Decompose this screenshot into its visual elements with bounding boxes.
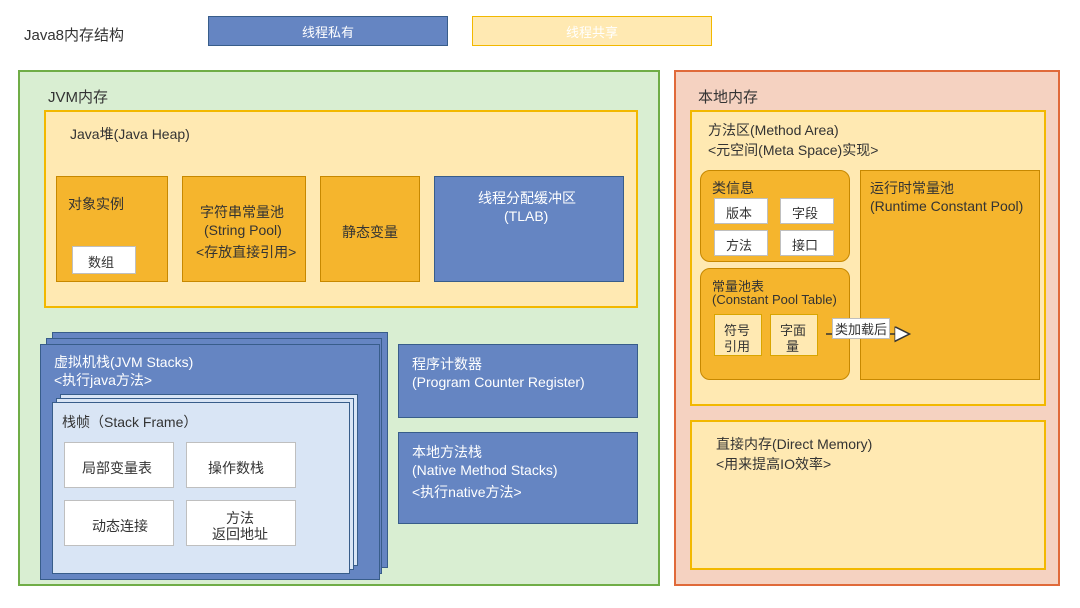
legend-private: 线程私有	[208, 16, 448, 46]
stack-frame-title: 栈帧（Stack Frame）	[62, 412, 197, 432]
string-pool-l1: 字符串常量池	[200, 202, 284, 222]
method-area-l1: 方法区(Method Area)	[708, 120, 839, 140]
string-pool-l3: <存放直接引用>	[196, 242, 296, 262]
legend-shared-label: 线程共享	[566, 22, 618, 41]
jvm-memory-title: JVM内存	[48, 86, 108, 107]
legend-shared: 线程共享	[472, 16, 712, 46]
rcp-l2: (Runtime Constant Pool)	[870, 198, 1023, 214]
method-label: 方法	[726, 235, 752, 254]
tlab-l2: (TLAB)	[504, 208, 548, 224]
dynamic-link-label: 动态连接	[92, 516, 148, 536]
direct-memory-l1: 直接内存(Direct Memory)	[716, 434, 872, 454]
cpt-l2: (Constant Pool Table)	[712, 292, 837, 307]
jvm-stacks-t1: 虚拟机栈(JVM Stacks)	[54, 352, 193, 372]
return-addr-l2: 返回地址	[212, 524, 268, 544]
class-info-label: 类信息	[712, 178, 754, 198]
literal-l2: 量	[786, 336, 799, 355]
array-label: 数组	[88, 252, 114, 271]
interface-label: 接口	[792, 235, 818, 254]
nms-l3: <执行native方法>	[412, 482, 522, 502]
operand-stack-label: 操作数栈	[208, 458, 264, 478]
java-heap-title: Java堆(Java Heap)	[70, 124, 190, 144]
nms-l2: (Native Method Stacks)	[412, 462, 558, 478]
rcp-l1: 运行时常量池	[870, 178, 954, 198]
native-memory-title: 本地内存	[698, 86, 758, 107]
diagram-title: Java8内存结构	[24, 24, 124, 45]
static-var-label: 静态变量	[342, 222, 398, 242]
string-pool-l2: (String Pool)	[204, 222, 282, 238]
nms-l1: 本地方法栈	[412, 442, 482, 462]
pc-l1: 程序计数器	[412, 354, 482, 374]
tlab-l1: 线程分配缓冲区	[478, 188, 576, 208]
field-label: 字段	[792, 203, 818, 222]
legend-private-label: 线程私有	[302, 22, 354, 41]
jvm-stacks-t2: <执行java方法>	[54, 370, 152, 390]
method-area-l2: <元空间(Meta Space)实现>	[708, 140, 878, 160]
pc-l2: (Program Counter Register)	[412, 374, 585, 390]
symbol-ref-l2: 引用	[724, 336, 750, 355]
arrow-label: 类加载后	[832, 318, 890, 339]
object-instance-label: 对象实例	[68, 194, 124, 214]
local-vars-label: 局部变量表	[82, 458, 152, 478]
version-label: 版本	[726, 203, 752, 222]
direct-memory-l2: <用来提高IO效率>	[716, 454, 831, 474]
